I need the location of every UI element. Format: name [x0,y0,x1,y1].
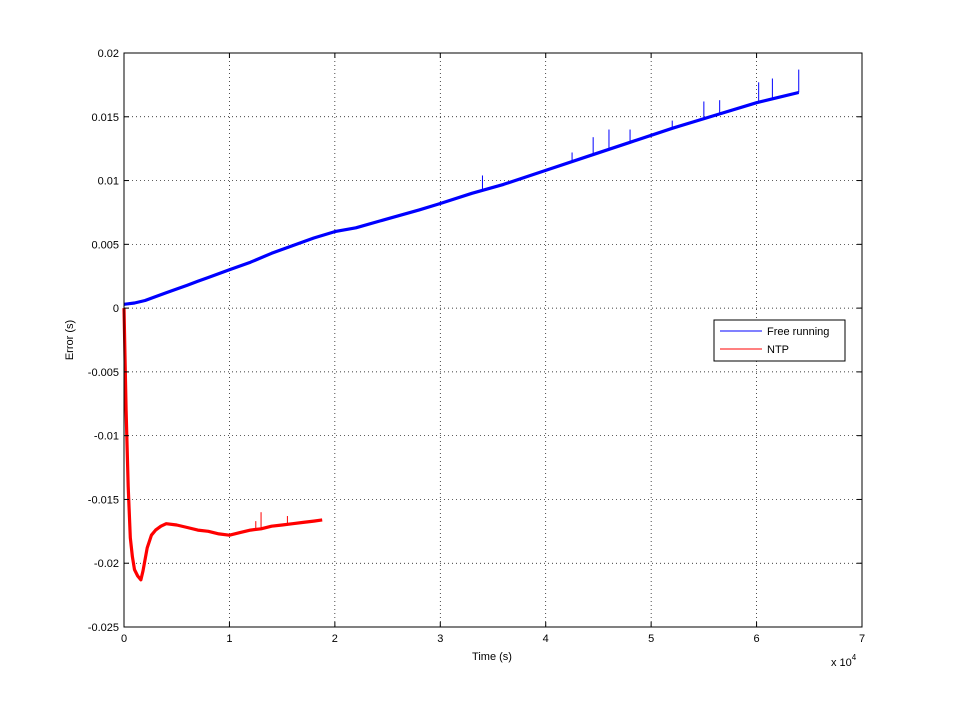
y-tick-label: 0.015 [91,112,119,124]
y-tick-label: -0.02 [94,558,119,570]
x-tick-label: 4 [543,633,549,645]
y-tick-label: -0.025 [88,622,119,634]
x-multiplier-label: x 104 [831,653,857,669]
legend-label-free-running: Free running [767,326,829,338]
legend-label-ntp: NTP [767,344,789,356]
y-tick-label: -0.015 [88,494,119,506]
x-tick-label: 2 [332,633,338,645]
x-tick-label: 5 [648,633,654,645]
x-axis-label: Time (s) [472,651,512,663]
series-line-ntp [122,308,323,582]
series-layer [122,69,800,582]
x-multiplier-exponent: 4 [852,653,857,662]
legend: Free running NTP [713,319,846,362]
x-tick-label: 3 [437,633,443,645]
y-tick-label: 0.005 [91,239,119,251]
plot-area-border [123,52,863,628]
series-line-free-running [123,90,800,306]
ticks: 0 1 2 3 4 5 6 7 -0.025 -0.02 -0.015 -0.01 -0.005 0 0.0… [88,48,865,645]
x-tick-label: 1 [226,633,232,645]
x-tick-label: 0 [121,633,127,645]
x-tick-label: 6 [754,633,760,645]
x-multiplier-base: x 10 [831,657,852,669]
y-tick-label: 0.02 [98,48,119,60]
y-tick-label: -0.005 [88,367,119,379]
legend-box [713,319,846,362]
y-tick-label: 0.01 [98,176,119,188]
grid [124,53,862,627]
y-tick-label: -0.01 [94,431,119,443]
y-tick-label: 0 [113,303,119,315]
axes [123,52,863,628]
y-axis-label: Error (s) [64,320,76,360]
x-tick-label: 7 [859,633,865,645]
